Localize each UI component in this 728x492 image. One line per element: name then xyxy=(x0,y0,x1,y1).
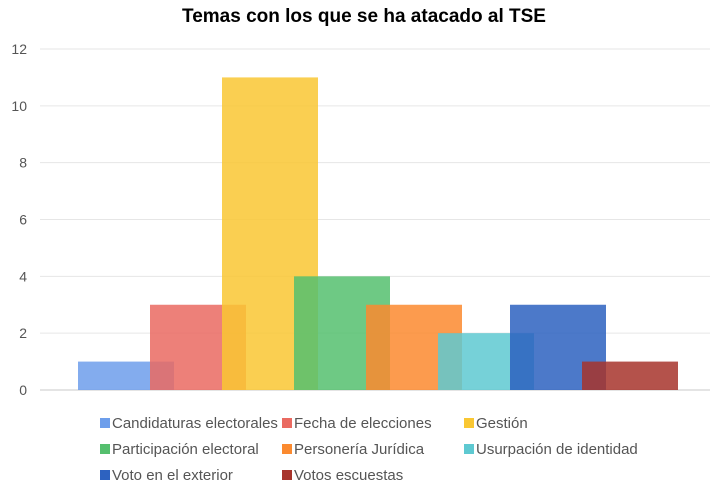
legend-label: Candidaturas electorales xyxy=(112,414,278,432)
y-tick-label: 0 xyxy=(19,382,27,398)
legend-swatch xyxy=(282,470,292,480)
legend-label: Votos escuestas xyxy=(294,466,404,484)
legend-item: Fecha de elecciones xyxy=(282,412,464,434)
legend-label: Fecha de elecciones xyxy=(294,414,432,432)
legend-item: Personería Jurídica xyxy=(282,438,464,460)
legend-item: Votos escuestas xyxy=(282,464,464,486)
legend-swatch xyxy=(282,444,292,454)
legend-swatch xyxy=(100,418,110,428)
y-tick-label: 12 xyxy=(11,41,27,57)
chart-title: Temas con los que se ha atacado al TSE xyxy=(182,6,546,27)
y-tick-label: 2 xyxy=(19,325,27,341)
legend-swatch xyxy=(464,418,474,428)
legend-item: Candidaturas electorales xyxy=(100,412,282,434)
legend-swatch xyxy=(282,418,292,428)
y-tick-label: 10 xyxy=(11,98,27,114)
legend-swatch xyxy=(464,444,474,454)
legend-item: Voto en el exterior xyxy=(100,464,282,486)
y-tick-label: 6 xyxy=(19,212,27,228)
legend-item: Gestión xyxy=(464,412,664,434)
y-tick-label: 4 xyxy=(19,268,27,284)
legend-swatch xyxy=(100,444,110,454)
legend-label: Gestión xyxy=(476,414,528,432)
chart-plot-area: 0 2 4 6 8 10 12 xyxy=(11,41,710,398)
legend-label: Voto en el exterior xyxy=(112,466,233,484)
legend-label: Usurpación de identidad xyxy=(476,440,638,458)
legend-swatch xyxy=(100,470,110,480)
y-tick-label: 8 xyxy=(19,155,27,171)
legend-item: Participación electoral xyxy=(100,438,282,460)
legend-label: Personería Jurídica xyxy=(294,440,425,458)
bar-votos-escuestas xyxy=(582,361,678,390)
legend-item: Usurpación de identidad xyxy=(464,438,664,460)
legend-label: Participación electoral xyxy=(112,440,259,458)
chart-legend: Candidaturas electorales Fecha de eleccio… xyxy=(100,412,700,486)
